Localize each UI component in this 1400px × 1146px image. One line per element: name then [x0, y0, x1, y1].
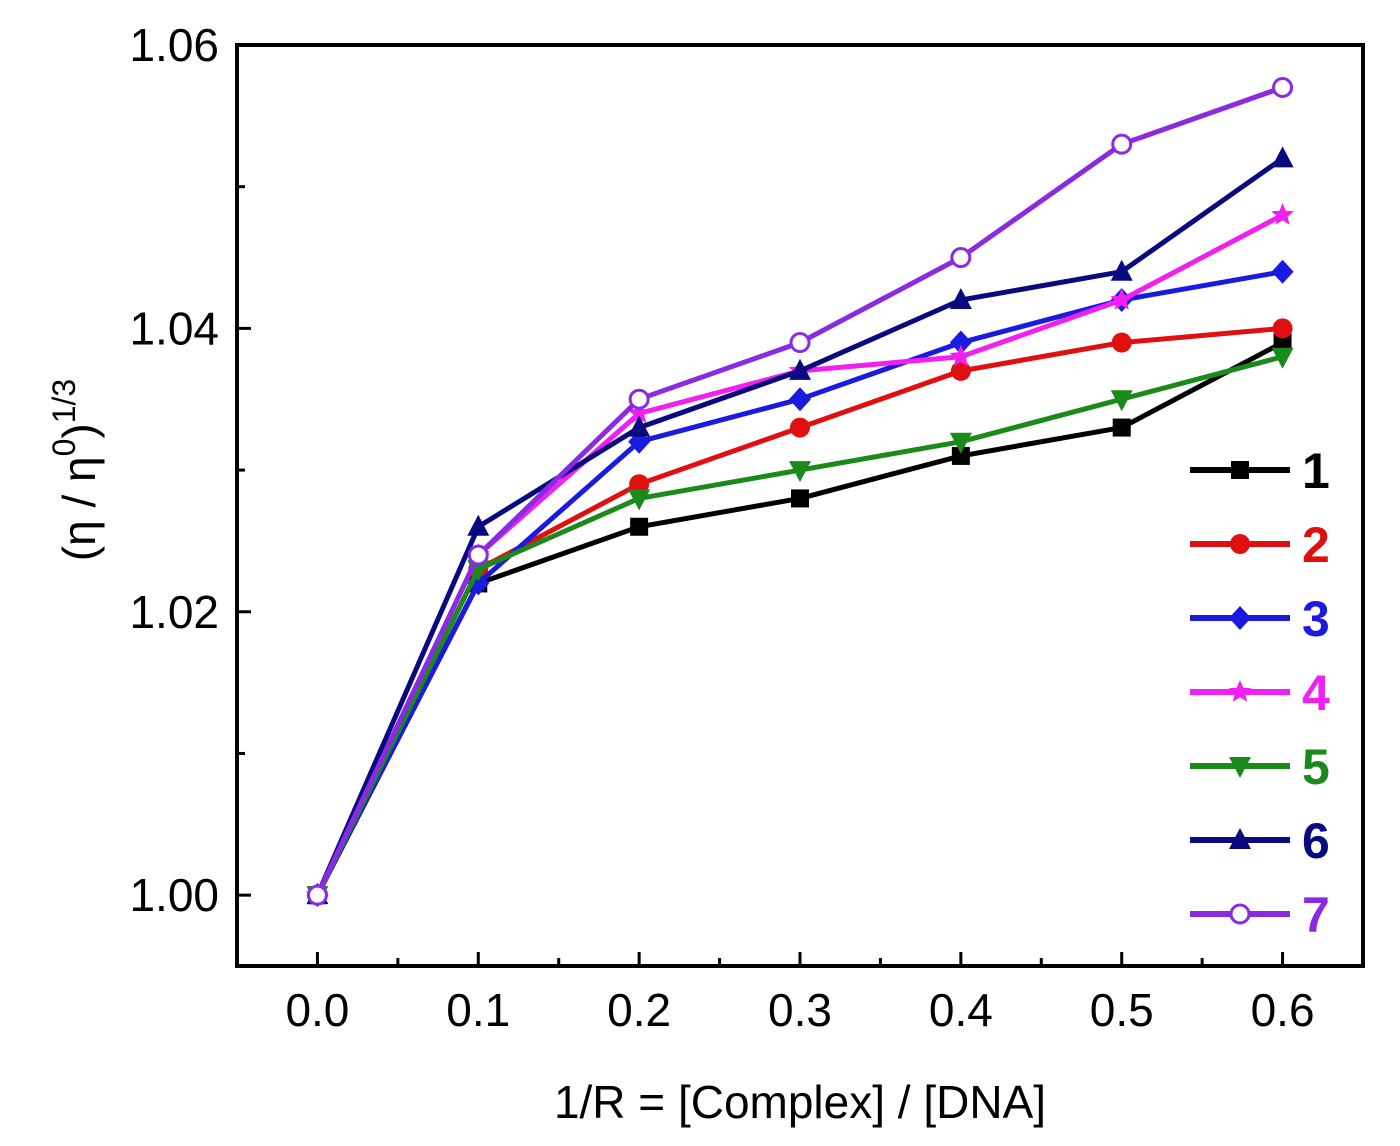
data-point [467, 544, 489, 566]
data-point [1271, 347, 1294, 369]
data-point [949, 344, 973, 367]
x-axis-title: 1/R = [Complex] / [DNA] [554, 1076, 1046, 1128]
data-point [1271, 203, 1294, 225]
series-line-4 [315, 212, 1284, 897]
x-tick-label: 0.5 [1090, 984, 1154, 1036]
data-point [1271, 146, 1294, 168]
data-point [949, 288, 972, 310]
series-4 [306, 203, 1294, 905]
data-point [629, 474, 650, 495]
series-layer [306, 77, 1294, 908]
data-point [949, 330, 972, 355]
data-point [628, 388, 650, 410]
data-point [628, 415, 651, 437]
legend-entry-7: 7 [1190, 887, 1330, 943]
data-point [1111, 332, 1132, 353]
data-point [1110, 259, 1133, 281]
x-tick-label: 0.1 [446, 984, 510, 1036]
data-point [1272, 77, 1294, 99]
legend-entry-4: 4 [1190, 665, 1330, 721]
data-point [1271, 259, 1294, 284]
series-7 [306, 77, 1294, 906]
x-tick-label: 0.0 [285, 984, 349, 1036]
data-point [789, 461, 811, 483]
data-point [949, 432, 972, 454]
data-point [950, 360, 971, 381]
legend-label: 3 [1302, 591, 1330, 647]
legend-label: 7 [1302, 887, 1330, 943]
legend-marker [1228, 680, 1252, 702]
x-tick-label: 0.6 [1251, 984, 1315, 1036]
legend: 1 2 3 4 5 6 7 [1190, 443, 1330, 943]
y-axis-title: (η / η0)1/3 [46, 379, 105, 561]
legend-marker [1229, 903, 1251, 925]
data-point [627, 401, 651, 424]
legend-marker [1229, 606, 1251, 630]
data-point [789, 358, 811, 380]
x-tick-label: 0.4 [929, 984, 993, 1036]
legend-label: 4 [1302, 665, 1330, 721]
legend-label: 1 [1302, 443, 1330, 499]
legend-entry-5: 5 [1190, 739, 1330, 795]
y-axis-title-sup-0: 0 [46, 439, 82, 457]
series-6 [306, 146, 1294, 905]
data-point [467, 514, 490, 536]
data-point [306, 884, 328, 906]
y-tick-label: 1.00 [129, 869, 219, 921]
x-tick-label: 0.3 [768, 984, 832, 1036]
legend-marker [1230, 534, 1250, 554]
data-point [790, 417, 810, 438]
data-point [1111, 133, 1133, 155]
data-point [1110, 288, 1134, 310]
legend-label: 2 [1302, 517, 1330, 573]
y-tick-label: 1.02 [129, 586, 219, 638]
axis-ticks: 0.0 0.1 0.2 0.3 0.4 0.5 0.6 1.00 1.02 1.04 1.06 [129, 19, 1314, 1036]
data-point [630, 517, 649, 536]
legend-label: 5 [1302, 739, 1330, 795]
legend-entry-3: 3 [1190, 591, 1330, 647]
data-point [789, 387, 811, 412]
series-line-6 [315, 156, 1285, 897]
data-point [628, 489, 651, 511]
y-tick-label: 1.06 [129, 19, 219, 71]
data-point [950, 247, 972, 269]
data-point [1112, 418, 1131, 437]
data-point [1272, 318, 1293, 339]
data-point [1273, 333, 1292, 352]
legend-marker [1229, 828, 1251, 849]
legend-entry-6: 6 [1190, 813, 1330, 869]
legend-label: 6 [1302, 813, 1330, 869]
data-point [791, 489, 809, 508]
y-tick-label: 1.04 [129, 302, 219, 354]
x-tick-label: 0.2 [607, 984, 671, 1036]
data-point [951, 446, 970, 465]
legend-marker [1231, 461, 1249, 479]
y-axis-title-sup-exp: 1/3 [46, 379, 82, 423]
legend-marker [1229, 757, 1251, 778]
y-axis-title-main: (η / η [53, 456, 105, 561]
data-point [789, 332, 811, 354]
legend-entry-1: 1 [1190, 443, 1330, 499]
legend-entry-2: 2 [1190, 517, 1330, 573]
y-axis-title-close: ) [53, 423, 105, 438]
data-point [1110, 390, 1133, 412]
